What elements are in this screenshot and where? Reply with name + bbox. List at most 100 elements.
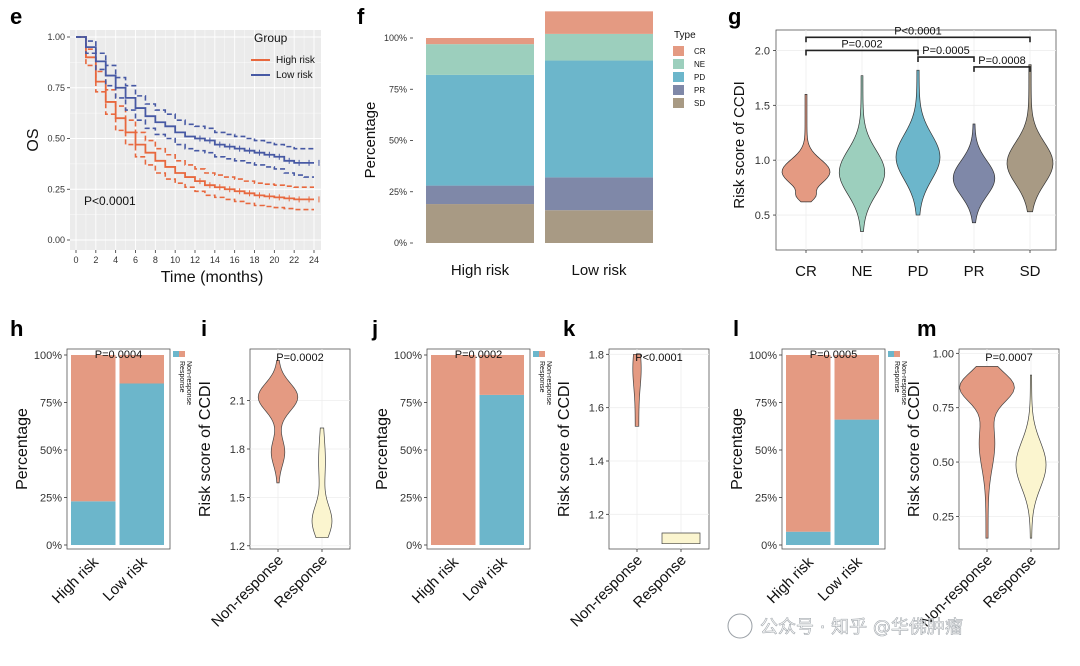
bar-segment-non-response: [119, 355, 164, 384]
y-tick-label: 100%: [384, 33, 407, 43]
legend-label-low-risk: Low risk: [276, 70, 314, 81]
bar-segment-response: [834, 419, 879, 545]
bar-segment-non-response: [786, 355, 831, 532]
legend-key-ne: [673, 59, 684, 69]
p-value-annotation: P=0.0005: [810, 349, 857, 361]
legend-label-non-response: Non-response: [185, 361, 192, 405]
x-tick-label: 20: [269, 255, 279, 265]
x-tick-label: 8: [153, 255, 158, 265]
y-tick-label: 0.00: [47, 235, 65, 245]
legend-key-non-response: [179, 351, 185, 357]
legend-label-response: Response: [893, 361, 900, 393]
panel-label: k: [563, 316, 576, 341]
y-tick-label: 0%: [46, 540, 62, 552]
y-tick-label: 1.8: [230, 444, 245, 456]
x-tick-label: 16: [230, 255, 240, 265]
panel-label: j: [371, 316, 378, 341]
bar-segment-non-response: [431, 355, 476, 545]
y-tick-label: 1.8: [589, 349, 604, 361]
y-tick-label: 50%: [755, 445, 777, 457]
bar-segment-pr: [426, 185, 534, 205]
ci-lower-low-risk: [76, 36, 314, 178]
y-axis-label: Risk score of CCDI: [731, 81, 748, 209]
x-tick-label: 10: [170, 255, 180, 265]
y-tick-label: 50%: [389, 136, 407, 146]
bar-segment-sd: [426, 204, 534, 243]
violin-sd: [1006, 64, 1054, 213]
y-axis-label: Percentage: [374, 408, 391, 490]
significance-bracket: [805, 49, 919, 56]
x-tick-label: PR: [964, 263, 985, 280]
bar-segment-non-response: [71, 355, 116, 502]
panel-m-violin: Non-responseResponse0.250.500.751.00Risk…: [906, 348, 1060, 630]
y-tick-label: 25%: [40, 493, 62, 505]
x-tick-label: NE: [852, 263, 873, 280]
legend-label-sd: SD: [694, 99, 705, 108]
violin-response: [1015, 374, 1047, 539]
y-axis-label: Risk score of CCDI: [197, 381, 214, 517]
legend-label-non-response: Non-response: [900, 361, 907, 405]
y-axis-label: Risk score of CCDI: [556, 381, 573, 517]
bar-segment-pr: [545, 177, 653, 211]
bar-segment-pd: [545, 60, 653, 178]
y-axis-label: Percentage: [362, 102, 379, 179]
ci-upper-low-risk: [76, 36, 314, 150]
y-tick-label: 1.0: [755, 155, 770, 167]
y-tick-label: 1.2: [230, 541, 245, 553]
y-axis-label: Percentage: [14, 408, 31, 490]
bar-segment-cr: [426, 38, 534, 45]
y-tick-label: 100%: [394, 350, 422, 362]
x-tick-label: PD: [908, 263, 929, 280]
bar-segment-non-response: [834, 355, 879, 420]
x-tick-label: CR: [795, 263, 817, 280]
y-tick-label: 0%: [406, 540, 422, 552]
x-tick-label: 2: [93, 255, 98, 265]
y-tick-label: 25%: [389, 187, 407, 197]
x-tick-label: High risk: [764, 553, 818, 607]
survival-curve-low-risk: [76, 36, 314, 164]
legend-label-response: Response: [178, 361, 185, 393]
bar-segment-cr: [545, 11, 653, 34]
y-tick-label: 2.1: [230, 396, 245, 408]
y-axis-label: OS: [25, 128, 42, 151]
y-tick-label: 100%: [749, 350, 777, 362]
y-tick-label: 0%: [394, 238, 407, 248]
y-tick-label: 50%: [400, 445, 422, 457]
legend-label-cr: CR: [694, 47, 706, 56]
bar-segment-sd: [545, 210, 653, 243]
watermark-text: 公众号 · 知乎 @华佛肿瘤: [760, 617, 963, 638]
legend-key-non-response: [539, 351, 545, 357]
y-tick-label: 0.25: [933, 511, 954, 523]
bar-segment-ne: [426, 44, 534, 75]
y-tick-label: 1.00: [933, 348, 954, 360]
legend-key-pd: [673, 72, 684, 82]
p-value-annotation: P=0.0002: [455, 349, 502, 361]
x-tick-label: Low risk: [815, 553, 866, 604]
legend-key-response: [888, 351, 894, 357]
legend-key-response: [173, 351, 179, 357]
x-tick-label: 18: [249, 255, 259, 265]
bar-segment-pd: [426, 74, 534, 186]
wechat-icon: [727, 613, 753, 639]
legend-title: Type: [674, 30, 696, 41]
y-axis-label: Percentage: [729, 408, 746, 490]
panel-label: e: [10, 4, 22, 29]
y-tick-label: 100%: [34, 350, 62, 362]
bracket-p-value: P=0.0008: [978, 55, 1025, 67]
y-tick-label: 75%: [40, 398, 62, 410]
ci-upper-high-risk: [76, 36, 314, 189]
bar-segment-response: [119, 383, 164, 545]
violin-pr: [952, 123, 996, 224]
legend-key-response: [533, 351, 539, 357]
y-tick-label: 0.5: [755, 210, 770, 222]
p-value-annotation: P<0.0001: [635, 352, 682, 364]
y-tick-label: 75%: [400, 398, 422, 410]
legend-label-high-risk: High risk: [276, 55, 316, 66]
bracket-p-value: P=0.002: [841, 38, 882, 50]
panel-label: g: [728, 4, 741, 29]
survival-curve-high-risk: [76, 36, 314, 201]
